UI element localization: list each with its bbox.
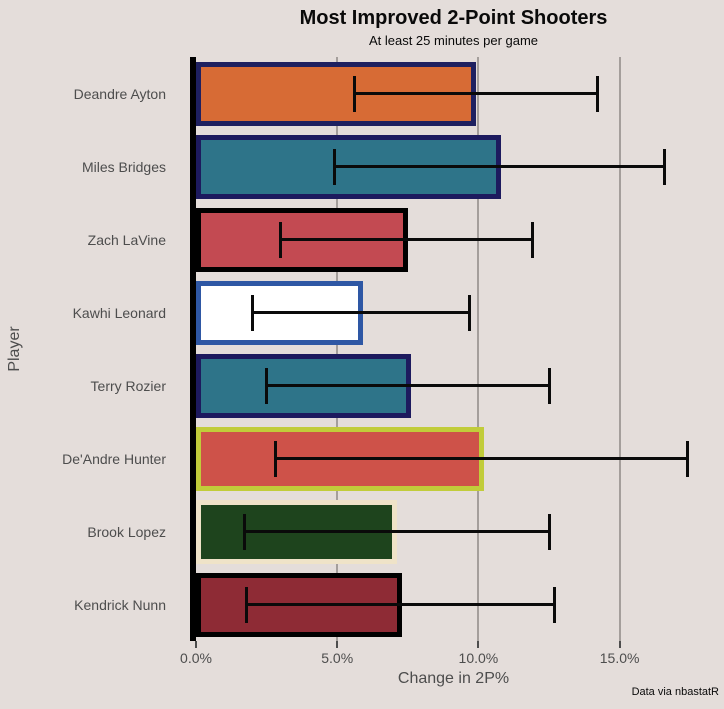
error-bar-cap-right xyxy=(595,75,599,112)
y-tick-label: Terry Rozier xyxy=(90,377,166,394)
y-tick-label: De'Andre Hunter xyxy=(62,450,166,467)
error-bar-cap-left xyxy=(250,294,254,331)
error-bar-cap-left xyxy=(273,440,277,477)
chart-title: Most Improved 2-Point Shooters xyxy=(299,7,608,29)
error-bar-cap-right xyxy=(553,586,557,623)
error-bar xyxy=(275,457,688,460)
gridline-10.0% xyxy=(477,57,480,641)
error-bar xyxy=(266,384,549,387)
y-tick-label: Brook Lopez xyxy=(87,523,166,540)
error-bar xyxy=(252,311,470,314)
x-tick-label: 10.0% xyxy=(458,650,499,666)
error-bar-cap-right xyxy=(663,148,667,185)
error-bar-cap-right xyxy=(547,513,551,550)
gridline-5.0% xyxy=(336,57,339,641)
error-bar-cap-right xyxy=(468,294,472,331)
y-axis-title: Player xyxy=(6,326,23,372)
y-tick-label: Miles Bridges xyxy=(81,158,166,175)
x-tick-mark xyxy=(195,641,197,648)
error-bar-cap-right xyxy=(547,367,551,404)
error-bar xyxy=(334,165,665,168)
error-bar-cap-left xyxy=(332,148,336,185)
error-bar xyxy=(246,603,555,606)
gridline-15.0% xyxy=(618,57,621,641)
x-tick-mark xyxy=(618,641,621,648)
x-tick-label: 0.0% xyxy=(180,650,212,666)
error-bar xyxy=(280,238,533,241)
x-tick-label: 5.0% xyxy=(321,650,354,666)
y-tick-label: Zach LaVine xyxy=(87,231,166,248)
x-tick-label: 15.0% xyxy=(599,650,640,666)
y-tick-label: Kawhi Leonard xyxy=(72,304,166,321)
y-axis-line xyxy=(190,57,196,641)
x-tick-mark xyxy=(336,641,339,648)
error-bar xyxy=(244,530,549,533)
error-bar-cap-left xyxy=(265,367,269,404)
error-bar-cap-left xyxy=(242,513,246,550)
x-tick-mark xyxy=(477,641,480,648)
error-bar xyxy=(354,92,598,95)
error-bar-cap-right xyxy=(530,221,534,258)
chart-caption: Data via nbastatR xyxy=(631,686,719,698)
y-tick-label: Deandre Ayton xyxy=(73,85,166,102)
y-tick-label: Kendrick Nunn xyxy=(74,596,166,613)
chart-subtitle: At least 25 minutes per game xyxy=(368,33,539,48)
x-axis-title: Change in 2P% xyxy=(397,670,510,687)
error-bar-cap-right xyxy=(685,440,689,477)
error-bar-cap-left xyxy=(279,221,283,258)
error-bar-cap-left xyxy=(352,75,356,112)
error-bar-cap-left xyxy=(245,586,249,623)
